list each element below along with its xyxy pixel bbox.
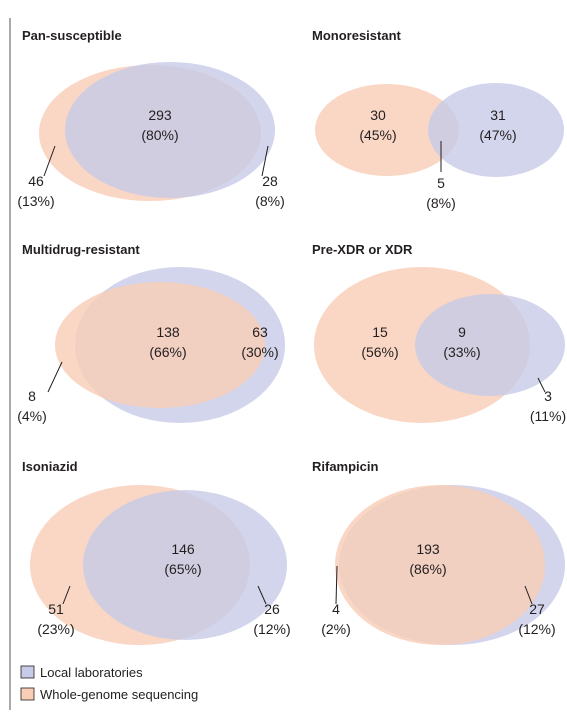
region-percent: (33%) — [443, 344, 480, 360]
region-count: 3 — [544, 388, 552, 404]
panel-title: Pan-susceptible — [22, 28, 122, 43]
region-count: 46 — [28, 173, 44, 189]
region-count: 63 — [252, 324, 268, 340]
panel-title: Isoniazid — [22, 459, 78, 474]
region-count: 26 — [264, 601, 280, 617]
panel-title: Rifampicin — [312, 459, 379, 474]
region-count: 15 — [372, 324, 388, 340]
region-percent: (13%) — [17, 193, 54, 209]
leader-line — [47, 361, 63, 393]
panel-title: Multidrug-resistant — [22, 242, 140, 257]
region-percent: (2%) — [321, 621, 351, 637]
region-percent: (23%) — [37, 621, 74, 637]
local-set — [65, 62, 275, 198]
leader-line — [62, 585, 71, 605]
wgs-set — [335, 485, 545, 645]
wgs-set — [55, 282, 265, 408]
region-percent: (80%) — [141, 127, 178, 143]
leader-line — [524, 585, 533, 605]
panel-title: Monoresistant — [312, 28, 402, 43]
region-percent: (66%) — [149, 344, 186, 360]
region-count: 31 — [490, 107, 506, 123]
panel-title: Pre-XDR or XDR — [312, 242, 413, 257]
leader-line — [261, 145, 269, 177]
region-percent: (8%) — [255, 193, 285, 209]
region-count: 30 — [370, 107, 386, 123]
legend-swatch — [20, 665, 35, 679]
region-percent: (86%) — [409, 561, 446, 577]
region-percent: (4%) — [17, 408, 47, 424]
region-count: 293 — [148, 107, 172, 123]
region-count: 51 — [48, 601, 64, 617]
region-percent: (47%) — [479, 127, 516, 143]
region-count: 138 — [156, 324, 180, 340]
wgs-set — [315, 84, 459, 176]
region-percent: (45%) — [359, 127, 396, 143]
region-percent: (30%) — [241, 344, 278, 360]
region-count: 193 — [416, 541, 440, 557]
region-count: 4 — [332, 601, 340, 617]
region-percent: (12%) — [518, 621, 555, 637]
local-set — [415, 294, 565, 396]
region-percent: (11%) — [530, 408, 566, 424]
region-count: 27 — [529, 601, 545, 617]
legend-label: Whole-genome sequencing — [40, 687, 198, 702]
region-percent: (65%) — [164, 561, 201, 577]
leader-line — [537, 377, 546, 393]
region-count: 28 — [262, 173, 278, 189]
region-count: 9 — [458, 324, 466, 340]
region-count: 8 — [28, 388, 36, 404]
region-percent: (12%) — [253, 621, 290, 637]
region-percent: (8%) — [426, 195, 456, 211]
legend-swatch — [20, 687, 35, 701]
local-set — [83, 490, 287, 640]
legend-label: Local laboratories — [40, 665, 143, 680]
local-set — [428, 83, 564, 177]
leader-line — [335, 565, 338, 605]
region-percent: (56%) — [361, 344, 398, 360]
leader-line — [43, 145, 56, 177]
region-count: 146 — [171, 541, 195, 557]
region-count: 5 — [437, 175, 445, 191]
leader-line — [257, 585, 267, 605]
